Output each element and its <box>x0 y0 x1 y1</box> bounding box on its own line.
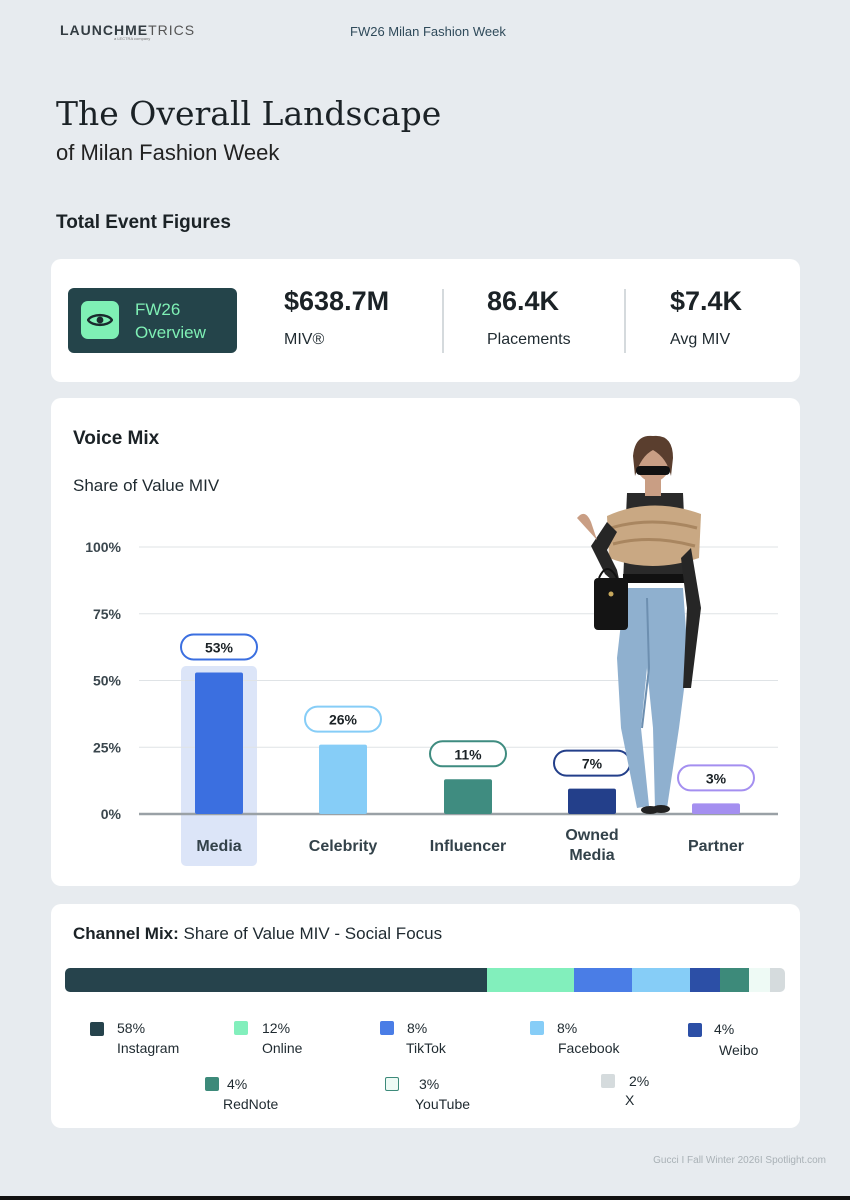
legend-swatch <box>688 1023 702 1037</box>
data-label: 26% <box>329 712 358 728</box>
category-label: Celebrity <box>309 838 378 855</box>
y-tick-label: 50% <box>93 673 122 689</box>
value-pill <box>180 633 258 661</box>
legend-label: YouTube <box>415 1096 471 1112</box>
launchmetrics-logo: LAUNCHMETRICS <box>60 22 196 38</box>
legend-swatch <box>601 1074 615 1088</box>
category-label: Partner <box>688 838 744 855</box>
legend-swatch <box>234 1021 248 1035</box>
segment-x <box>770 968 785 992</box>
eye-icon <box>81 301 119 339</box>
legend-percent: 12% <box>262 1020 291 1036</box>
event-name: FW26 Milan Fashion Week <box>350 24 506 39</box>
segment-facebook <box>632 968 691 992</box>
legend-label: RedNote <box>223 1096 279 1112</box>
y-tick-label: 100% <box>85 539 121 555</box>
badge-label: FW26 Overview <box>135 300 206 342</box>
page-subtitle: of Milan Fashion Week <box>56 140 280 165</box>
miv-value: $638.7M <box>284 286 390 316</box>
segment-rednote <box>719 968 749 992</box>
runway-model-image <box>577 435 701 814</box>
channel-mix-card: Channel Mix: Share of Value MIV - Social… <box>51 904 800 1128</box>
legend-percent: 2% <box>629 1073 650 1089</box>
category-label: Owned <box>565 827 618 844</box>
voice-mix-card: Voice Mix Share of Value MIV 0% 25% 50% 75%… <box>51 398 800 886</box>
legend-swatch <box>205 1077 219 1091</box>
voice-mix-chart: 0% 25% 50% 75% 100% 53% Media 26% Celebrity 11% In… <box>85 435 778 866</box>
legend-label: Facebook <box>558 1040 620 1056</box>
legend-label: Weibo <box>719 1042 759 1058</box>
fw26-overview-badge: FW26 Overview <box>68 288 237 353</box>
legend-percent: 4% <box>227 1076 248 1092</box>
data-label: 7% <box>582 756 603 772</box>
segment-instagram <box>65 968 487 992</box>
value-pill <box>677 764 755 792</box>
legend-percent: 3% <box>419 1076 440 1092</box>
channel-mix-stacked-bar <box>65 968 785 992</box>
legend-label: Online <box>262 1040 303 1056</box>
voice-mix-subtitle: Share of Value MIV <box>73 476 220 495</box>
bar-celebrity <box>319 744 367 814</box>
legend-percent: 8% <box>407 1020 428 1036</box>
total-event-figures-card: FW26 Overview $638.7M MIV® 86.4K Placeme… <box>51 259 800 382</box>
legend-swatch <box>385 1077 399 1091</box>
y-tick-label: 0% <box>101 806 122 822</box>
segment-online <box>486 968 575 992</box>
kpi-divider <box>442 289 444 353</box>
miv-label: MIV® <box>284 331 325 348</box>
bar-media <box>195 672 243 814</box>
placements-label: Placements <box>487 331 571 348</box>
segment-tiktok <box>574 968 633 992</box>
legend-swatch <box>530 1021 544 1035</box>
legend-label: X <box>625 1092 635 1108</box>
data-label: 3% <box>706 770 727 786</box>
legend-label: Instagram <box>117 1040 180 1056</box>
footer-credit: Gucci I Fall Winter 2026I Spotlight.com <box>653 1155 826 1166</box>
avg-miv-label: Avg MIV <box>670 331 731 348</box>
y-tick-label: 25% <box>93 739 122 755</box>
segment-weibo <box>690 968 720 992</box>
category-label: Influencer <box>430 838 506 855</box>
logo-subtitle: a LECTRA company <box>114 36 151 41</box>
legend-percent: 4% <box>714 1021 735 1037</box>
category-label: Media <box>196 838 241 855</box>
channel-mix-title: Channel Mix: Share of Value MIV - Social… <box>73 924 443 943</box>
avg-miv-value: $7.4K <box>670 286 743 316</box>
section-title: Total Event Figures <box>56 212 231 233</box>
category-label: Media <box>569 847 614 864</box>
bar-partner <box>692 803 740 814</box>
voice-mix-title: Voice Mix <box>73 428 160 449</box>
bar-influencer <box>444 779 492 814</box>
data-label: 11% <box>454 746 482 762</box>
bar-owned-media <box>568 788 616 814</box>
legend-percent: 58% <box>117 1020 146 1036</box>
data-label: 53% <box>205 639 234 655</box>
page-title: The Overall Landscape <box>56 94 442 133</box>
legend-percent: 8% <box>557 1020 578 1036</box>
segment-youtube <box>748 968 771 992</box>
value-pill <box>304 705 382 733</box>
kpi-divider <box>624 289 626 353</box>
legend-swatch <box>380 1021 394 1035</box>
value-pill <box>429 740 507 768</box>
y-tick-label: 75% <box>93 606 122 622</box>
legend-swatch <box>90 1022 104 1036</box>
bottom-border <box>0 1196 850 1200</box>
placements-value: 86.4K <box>487 286 560 316</box>
legend-label: TikTok <box>406 1040 446 1056</box>
